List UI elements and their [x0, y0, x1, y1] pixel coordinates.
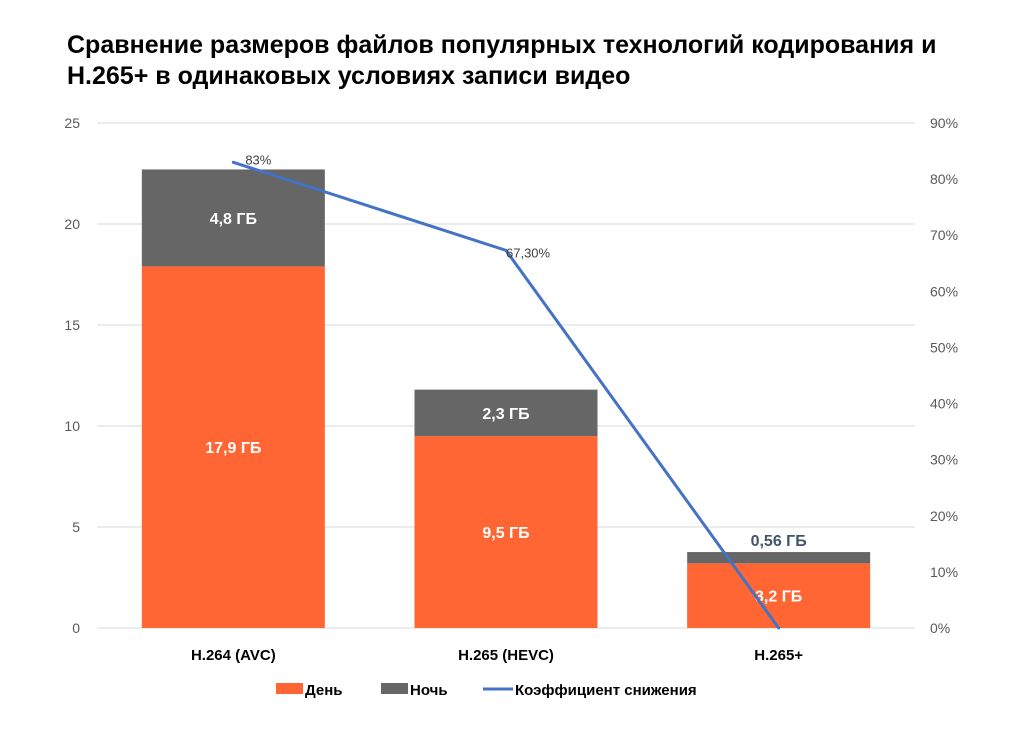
bar-night — [141, 169, 325, 267]
legend-swatch — [276, 683, 303, 694]
y-tick-label: 15 — [64, 317, 80, 333]
y-tick-label: 20 — [64, 216, 80, 232]
y2-tick-label: 30% — [930, 452, 958, 468]
y-tick-label: 25 — [64, 115, 80, 131]
data-label: 0,56 ГБ — [751, 533, 807, 550]
line-point — [777, 626, 781, 630]
line-label: 67,30% — [506, 245, 551, 260]
y-tick-label: 10 — [64, 418, 80, 434]
chart-title: Сравнение размеров файлов популярных тех… — [67, 31, 937, 90]
y2-tick-label: 90% — [930, 115, 958, 131]
line-label: 83% — [245, 152, 271, 167]
legend-label: Ночь — [410, 682, 448, 699]
y-tick-label: 0 — [72, 620, 80, 636]
x-tick-label: H.265+ — [754, 647, 803, 664]
data-label: 9,5 ГБ — [482, 525, 529, 542]
legend-label: День — [305, 682, 343, 699]
x-tick-label: H.264 (AVC) — [191, 647, 276, 664]
x-tick-label: H.265 (HEVC) — [458, 647, 554, 664]
y2-tick-label: 50% — [930, 339, 958, 355]
bar-night — [687, 552, 871, 564]
line-point — [504, 248, 508, 252]
legend-label: Коэффициент снижения — [515, 682, 697, 699]
legend-swatch — [381, 683, 408, 694]
y2-tick-label: 20% — [930, 508, 958, 524]
bar-day — [141, 266, 325, 628]
y2-tick-label: 10% — [930, 564, 958, 580]
y-tick-label: 5 — [72, 519, 80, 535]
y2-tick-label: 70% — [930, 227, 958, 243]
y2-tick-label: 60% — [930, 283, 958, 299]
y2-tick-label: 40% — [930, 396, 958, 412]
data-label: 3,2 ГБ — [755, 589, 802, 606]
y2-tick-label: 80% — [930, 171, 958, 187]
line-point — [231, 160, 235, 164]
y2-tick-label: 0% — [930, 620, 950, 636]
bar-day — [687, 563, 871, 628]
data-label: 2,3 ГБ — [482, 406, 529, 423]
bar-day — [414, 436, 598, 628]
data-label: 17,9 ГБ — [205, 440, 261, 457]
data-label: 4,8 ГБ — [210, 211, 257, 228]
bar-night — [414, 389, 598, 437]
